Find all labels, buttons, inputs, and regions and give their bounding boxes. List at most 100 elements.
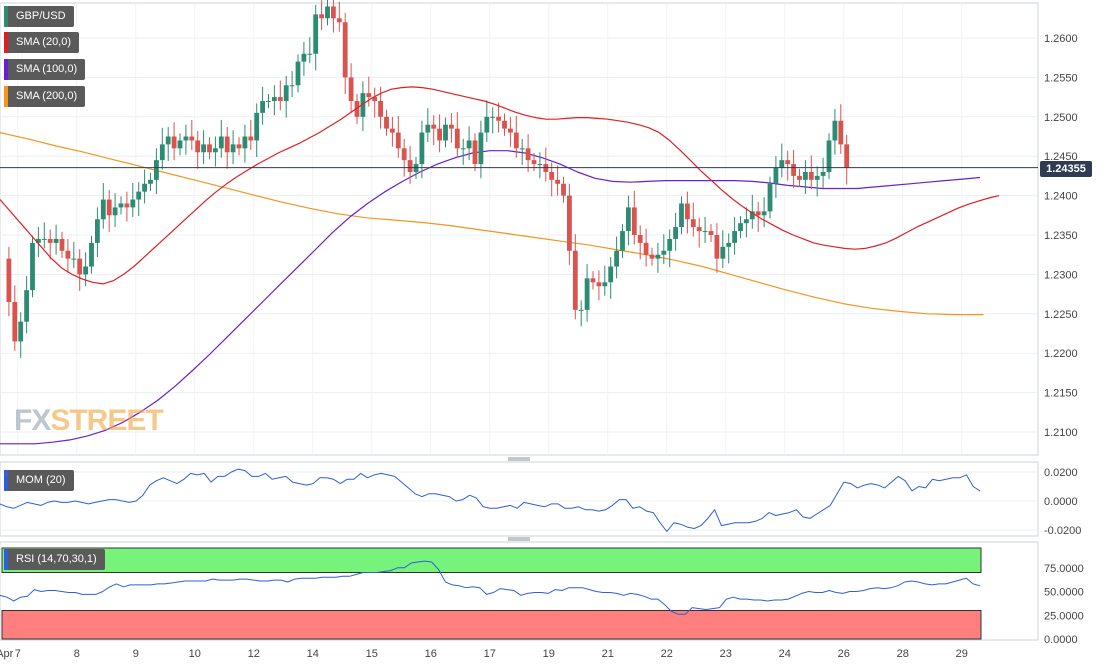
legend-sma200[interactable]: SMA (200,0) <box>4 86 86 107</box>
candle-up <box>118 203 124 208</box>
candle-down <box>696 227 702 232</box>
candle-up <box>578 309 584 311</box>
candle-up <box>519 148 525 150</box>
candle-down <box>549 171 555 180</box>
legend-gbpusd[interactable]: GBP/USD <box>4 6 74 27</box>
legend-label-sma200: SMA (200,0) <box>16 90 78 102</box>
candle-up <box>738 223 743 232</box>
candle-up <box>325 6 330 19</box>
candle-up <box>159 144 165 161</box>
candle-down <box>714 235 720 259</box>
rsi-line <box>0 560 981 615</box>
candle-up <box>148 179 153 184</box>
candle-up <box>295 61 301 86</box>
candle-up <box>803 171 808 180</box>
candle-down <box>561 183 566 196</box>
candle-down <box>401 148 407 161</box>
sma20-line <box>0 86 1000 285</box>
x-tick-label: 7 <box>15 648 21 660</box>
candle-down <box>224 136 230 153</box>
candle-up <box>732 231 737 243</box>
momentum-layer <box>0 468 981 532</box>
x-tick-label: 9 <box>133 648 139 660</box>
candle-down <box>690 219 696 228</box>
candle-up <box>679 203 684 228</box>
fxstreet-watermark-logo: FXSTREET <box>14 404 164 438</box>
candle-down <box>189 136 195 141</box>
candle-down <box>277 97 283 102</box>
candle-up <box>832 120 838 141</box>
candle-down <box>685 203 690 220</box>
candle-up <box>272 97 277 102</box>
candle-down <box>372 97 378 102</box>
x-tick-label: 26 <box>838 648 850 660</box>
candle-down <box>77 258 83 275</box>
candle-down <box>248 136 254 141</box>
candle-down <box>502 120 507 129</box>
candle-down <box>531 160 537 165</box>
candle-down <box>637 235 643 243</box>
candle-up <box>218 136 224 149</box>
candle-down <box>124 203 130 208</box>
candle-down <box>342 22 348 78</box>
candle-down <box>472 140 478 165</box>
candle-down <box>431 124 437 129</box>
candle-up <box>720 246 726 259</box>
legend-label-sma100: SMA (100,0) <box>16 63 78 75</box>
axis-layer: 1.2600 1.2550 1.2500 1.2450 1.2400 1.2350 1.23… <box>0 33 1084 660</box>
candle-up <box>667 238 673 251</box>
candle-up <box>749 211 755 220</box>
legend-swatch-sma100 <box>4 59 8 80</box>
x-tick-label: 28 <box>897 648 909 660</box>
candle-down <box>596 282 602 287</box>
candle-up <box>71 258 77 260</box>
legend-label-gbpusd: GBP/USD <box>16 10 66 22</box>
legend-rsi[interactable]: RSI (14,70,30,1) <box>4 549 105 570</box>
candle-up <box>177 140 183 149</box>
candle-up <box>30 242 35 291</box>
x-tick-label: 23 <box>720 648 732 660</box>
legend-sma20[interactable]: SMA (20,0) <box>4 32 80 53</box>
candle-up <box>460 148 466 150</box>
candle-down <box>449 124 454 129</box>
candle-up <box>726 242 732 247</box>
rsi-layer <box>0 560 981 615</box>
price-tick-label: 1.2450 <box>1044 151 1078 163</box>
watermark-part-street: STREET <box>50 404 163 437</box>
candle-up <box>89 242 94 267</box>
legend-mom[interactable]: MOM (20) <box>4 470 74 491</box>
price-tick-label: 1.2400 <box>1044 191 1078 203</box>
candle-up <box>484 116 490 133</box>
sma200-line <box>0 132 984 316</box>
x-tick-label: 21 <box>602 648 614 660</box>
candle-down <box>384 116 389 129</box>
x-tick-label: 19 <box>543 648 555 660</box>
candle-up <box>602 282 608 287</box>
candle-up <box>466 140 472 149</box>
price-tick-label: 1.2300 <box>1044 269 1078 281</box>
candle-up <box>230 144 236 153</box>
price-tick-label: 1.2250 <box>1044 309 1078 321</box>
candle-up <box>620 231 625 251</box>
candle-up <box>814 175 820 180</box>
candle-up <box>41 238 47 240</box>
candle-up <box>213 148 218 153</box>
legend-sma100[interactable]: SMA (100,0) <box>4 59 86 80</box>
candle-down <box>47 238 53 243</box>
candle-down <box>6 258 12 302</box>
watermark-part-fx: FX <box>14 404 51 437</box>
candle-up <box>425 124 431 133</box>
candle-up <box>301 53 307 62</box>
x-tick-label: 22 <box>661 648 673 660</box>
candle-down <box>395 132 401 149</box>
candle-up <box>283 85 289 102</box>
mom-pane-frame <box>0 461 1039 537</box>
candle-up <box>130 199 136 208</box>
candle-up <box>779 160 785 169</box>
candle-down <box>567 195 572 251</box>
candle-up <box>443 124 448 141</box>
candle-down <box>59 238 65 251</box>
candle-down <box>437 128 442 141</box>
candle-up <box>419 132 425 165</box>
legend-swatch-sma20 <box>4 32 8 53</box>
